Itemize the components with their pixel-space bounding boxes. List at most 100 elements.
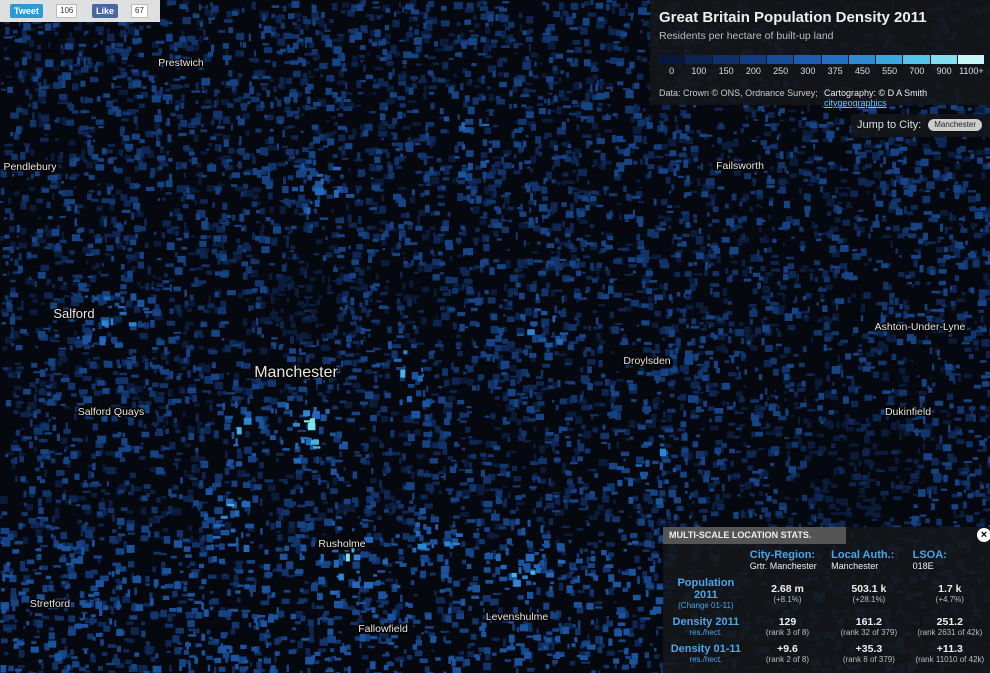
scale-swatch: [658, 55, 685, 64]
stats-table: City-Region: Grtr. Manchester Local Auth.:…: [665, 547, 990, 666]
scale-label: 450: [854, 66, 870, 76]
scale-label: 550: [882, 66, 898, 76]
legend-title: Great Britain Population Density 2011: [659, 9, 927, 26]
stats-title: MULTI-SCALE LOCATION STATS.: [663, 527, 846, 544]
scale-swatch: [930, 55, 957, 64]
cell-sub: (+4.7%): [935, 595, 964, 604]
scale-label: 100: [691, 66, 707, 76]
row-sub: res./hect.: [689, 628, 723, 637]
place-label: Salford Quays: [78, 406, 145, 418]
scale-label: 150: [718, 66, 734, 76]
scale-label: 375: [827, 66, 843, 76]
scale-label: 700: [909, 66, 925, 76]
row-header: Density 2011 res./hect.: [665, 612, 747, 639]
close-button[interactable]: ×: [977, 528, 990, 542]
stats-panel: MULTI-SCALE LOCATION STATS. × City-Regio…: [663, 527, 990, 673]
like-button[interactable]: Like: [92, 4, 119, 18]
stats-cell: 129 (rank 3 of 8): [747, 612, 828, 639]
place-label: Rusholme: [318, 538, 365, 550]
place-label: Droylsden: [623, 355, 670, 367]
cell-sub: (rank 2631 of 42k): [917, 628, 983, 637]
row-label: Population 2011: [677, 577, 735, 601]
row-header: Density 01-11 res./hect.: [665, 639, 747, 666]
cell-value: 161.2: [855, 616, 883, 628]
stats-row: Density 2011 res./hect. 129 (rank 3 of 8) 16…: [665, 612, 990, 639]
cell-sub: (rank 3 of 8): [765, 628, 810, 637]
stats-cell: 503.1 k (+28.1%): [828, 573, 909, 612]
scale-swatch: [957, 55, 984, 64]
header-row: City-Region: Grtr. Manchester Local Auth.:…: [665, 547, 990, 573]
cell-sub: (rank 8 of 379): [842, 655, 895, 664]
scale-label: 300: [800, 66, 816, 76]
cell-value: +9.6: [777, 643, 798, 655]
scale-swatch: [767, 55, 794, 64]
data-credit: Data: Crown © ONS, Ordnance Survey;: [659, 88, 818, 98]
cell-value: +11.3: [936, 643, 963, 655]
legend-subtitle: Residents per hectare of built-up land: [659, 30, 834, 42]
tweet-button[interactable]: Tweet: [10, 4, 43, 18]
row-sub: res./hect.: [689, 655, 723, 664]
place-label: Fallowfield: [358, 623, 408, 635]
place-label: Salford: [53, 306, 94, 321]
column-sub: 018E: [912, 561, 934, 571]
scale-swatch: [821, 55, 848, 64]
column-header: LSOA: 018E: [910, 547, 990, 573]
scale-swatch: [876, 55, 903, 64]
scale-swatch: [712, 55, 739, 64]
stats-cell: 2.68 m (+8.1%): [747, 573, 828, 612]
scale-swatch: [739, 55, 766, 64]
corner: [665, 547, 747, 573]
credit-link[interactable]: citygeographics: [824, 98, 887, 108]
stats-row: Density 01-11 res./hect. +9.6 (rank 2 of 8)…: [665, 639, 990, 666]
tweet-count: 106: [56, 4, 78, 18]
cell-value: +35.3: [855, 643, 883, 655]
cell-sub: (+28.1%): [852, 595, 886, 604]
scale-swatch: [903, 55, 930, 64]
cell-sub: (rank 11010 of 42k): [915, 655, 985, 664]
cell-sub: (rank 32 of 379): [840, 628, 898, 637]
stats-cell: 251.2 (rank 2631 of 42k): [910, 612, 990, 639]
column-header: Local Auth.: Manchester: [828, 547, 909, 573]
place-label: Pendlebury: [3, 161, 57, 173]
cell-value: 503.1 k: [851, 583, 887, 595]
column-header: City-Region: Grtr. Manchester: [747, 547, 828, 573]
jump-panel: Jump to City: Manchester: [851, 114, 990, 137]
column-sub: Manchester: [831, 561, 879, 571]
cell-sub: (+8.1%): [773, 595, 802, 604]
column-name: Local Auth.:: [831, 549, 895, 561]
cell-value: 2.68 m: [771, 583, 804, 595]
scale-label: 900: [936, 66, 952, 76]
legend-panel: Great Britain Population Density 2011 Re…: [650, 0, 990, 108]
social-bar: Tweet 106 Like 67: [0, 0, 160, 22]
place-label: Manchester: [254, 364, 338, 381]
place-label: Prestwich: [158, 57, 204, 69]
place-label: Ashton-Under-Lyne: [875, 321, 966, 333]
cell-value: 251.2: [936, 616, 963, 628]
stats-cell: 1.7 k (+4.7%): [910, 573, 990, 612]
cartography-credit: Cartography: © D A Smith citygeographics: [824, 88, 990, 108]
scale-label: 250: [773, 66, 789, 76]
cell-value: 1.7 k: [938, 583, 962, 595]
row-label: Density 01-11: [670, 643, 742, 655]
stats-cell: +11.3 (rank 11010 of 42k): [910, 639, 990, 666]
place-label: Dukinfield: [885, 406, 931, 418]
scale-swatch: [685, 55, 712, 64]
color-scale: 0 100 150 200 250 300 375 450 550 700 900 1100+: [658, 55, 985, 81]
like-count: 67: [131, 4, 148, 18]
column-sub: Grtr. Manchester: [749, 561, 817, 571]
stats-cell: +35.3 (rank 8 of 379): [828, 639, 909, 666]
scale-swatch: [794, 55, 821, 64]
scale-label: 200: [745, 66, 761, 76]
column-name: City-Region:: [749, 549, 816, 561]
jump-label: Jump to City:: [857, 119, 922, 131]
scale-label: 0: [669, 66, 675, 76]
scale-label: 1100+: [959, 66, 984, 76]
place-label: Stretford: [30, 598, 70, 610]
city-select[interactable]: Manchester: [928, 119, 983, 132]
row-label: Density 2011: [672, 616, 740, 628]
stats-row: Population 2011 (Change 01-11) 2.68 m (+8.1…: [665, 573, 990, 612]
place-label: Levenshulme: [486, 611, 549, 623]
